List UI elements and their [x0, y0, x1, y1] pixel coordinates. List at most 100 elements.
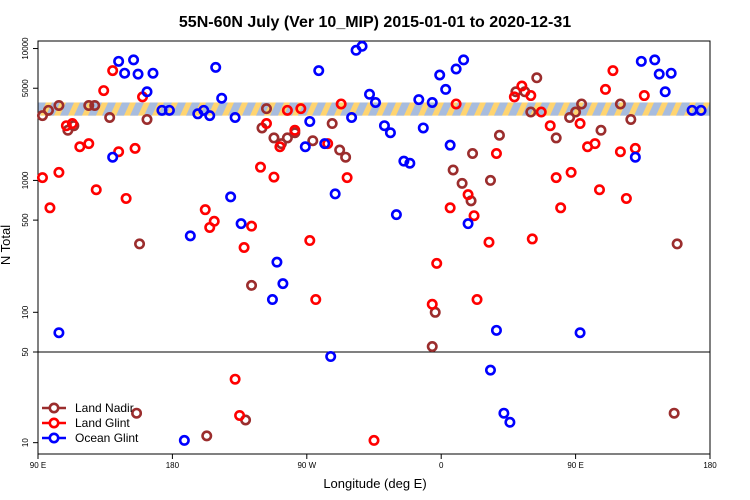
- point-land-nadir: [104, 111, 116, 123]
- point-ocean-glint: [635, 55, 647, 67]
- band-stripe: [634, 102, 648, 116]
- point-ocean-glint: [147, 67, 159, 79]
- point-ocean-glint: [313, 65, 325, 77]
- point-ocean-glint: [504, 416, 516, 428]
- point-land-glint: [268, 171, 280, 183]
- y-tick-label: 50: [21, 347, 30, 356]
- point-ocean-glint: [458, 54, 470, 66]
- point-land-glint: [614, 146, 626, 158]
- point-land-glint: [53, 166, 65, 178]
- point-land-nadir: [426, 341, 438, 353]
- point-land-glint: [468, 210, 480, 222]
- band-stripe: [578, 102, 592, 116]
- band-stripe: [242, 102, 256, 116]
- point-land-nadir: [53, 99, 65, 111]
- point-land-glint: [36, 172, 48, 184]
- data-points: [36, 40, 707, 446]
- point-land-glint: [555, 202, 567, 214]
- point-land-glint: [574, 118, 586, 130]
- point-ocean-glint: [629, 151, 641, 163]
- point-land-glint: [516, 80, 528, 92]
- point-land-nadir: [83, 99, 95, 111]
- point-ocean-glint: [356, 40, 368, 52]
- y-tick-label: 1000: [21, 171, 30, 189]
- point-ocean-glint: [364, 88, 376, 100]
- point-ocean-glint: [329, 188, 341, 200]
- point-land-glint: [599, 83, 611, 95]
- band-stripe: [396, 102, 410, 116]
- legend-label: Land Glint: [75, 416, 130, 430]
- point-ocean-glint: [235, 218, 247, 230]
- point-ocean-glint: [198, 104, 210, 116]
- point-land-glint: [60, 120, 72, 132]
- point-land-nadir: [326, 118, 338, 130]
- point-land-nadir: [550, 132, 562, 144]
- x-tick-label: 90 W: [297, 461, 316, 470]
- point-land-nadir: [334, 144, 346, 156]
- point-land-nadir: [668, 407, 680, 419]
- point-land-glint: [234, 409, 246, 421]
- y-tick-label: 100: [21, 305, 30, 319]
- plot-frame: [37, 40, 711, 455]
- point-ocean-glint: [132, 68, 144, 80]
- band-stripe: [662, 102, 676, 116]
- point-ocean-glint: [266, 294, 278, 306]
- point-ocean-glint: [398, 155, 410, 167]
- point-ocean-glint: [229, 111, 241, 123]
- point-land-glint: [431, 257, 443, 269]
- point-ocean-glint: [113, 55, 125, 67]
- point-land-glint: [490, 148, 502, 160]
- point-ocean-glint: [653, 68, 665, 80]
- point-ocean-glint: [210, 61, 222, 73]
- band-stripe: [144, 102, 158, 116]
- band-stripe: [18, 102, 32, 115]
- band-stripe: [466, 102, 480, 116]
- point-land-glint: [113, 146, 125, 158]
- point-land-nadir: [614, 98, 626, 110]
- point-ocean-glint: [440, 83, 452, 95]
- point-land-glint: [471, 294, 483, 306]
- band-stripe: [354, 102, 368, 116]
- point-land-glint: [44, 202, 56, 214]
- point-ocean-glint: [204, 110, 216, 122]
- point-land-glint: [462, 189, 474, 201]
- point-ocean-glint: [119, 67, 131, 79]
- point-ocean-glint: [107, 151, 119, 163]
- legend-label: Land Nadir: [75, 401, 134, 415]
- point-land-glint: [208, 215, 220, 227]
- x-axis: 90 E 180 90 W 0 90 E 180: [30, 454, 717, 470]
- point-land-glint: [304, 235, 316, 247]
- band-stripe: [382, 102, 396, 116]
- point-land-glint: [66, 118, 78, 130]
- point-ocean-glint: [413, 94, 425, 106]
- x-tick-label: 90 E: [30, 461, 46, 470]
- point-land-nadir: [595, 124, 607, 136]
- point-ocean-glint: [325, 351, 337, 363]
- point-ocean-glint: [695, 104, 707, 116]
- band-stripe: [452, 102, 466, 116]
- point-land-nadir: [456, 177, 468, 189]
- point-land-nadir: [246, 279, 258, 291]
- point-ocean-glint: [319, 138, 331, 150]
- band-stripe: [340, 102, 354, 116]
- point-land-nadir: [525, 106, 537, 118]
- point-land-nadir: [268, 132, 280, 144]
- point-land-glint: [607, 65, 619, 77]
- point-land-glint: [199, 204, 211, 216]
- point-land-glint: [426, 298, 438, 310]
- point-land-nadir: [260, 103, 272, 115]
- point-land-glint: [255, 161, 267, 173]
- band-stripe: [172, 102, 186, 116]
- point-land-nadir: [134, 238, 146, 250]
- point-ocean-glint: [384, 127, 396, 139]
- point-land-glint: [260, 118, 272, 130]
- point-ocean-glint: [659, 86, 671, 98]
- legend-marker: [48, 417, 60, 429]
- band-annotation: [18, 102, 710, 116]
- point-ocean-glint: [128, 54, 140, 66]
- point-land-nadir: [576, 98, 588, 110]
- band-stripe: [620, 102, 634, 116]
- y-tick-label: 10: [21, 438, 30, 447]
